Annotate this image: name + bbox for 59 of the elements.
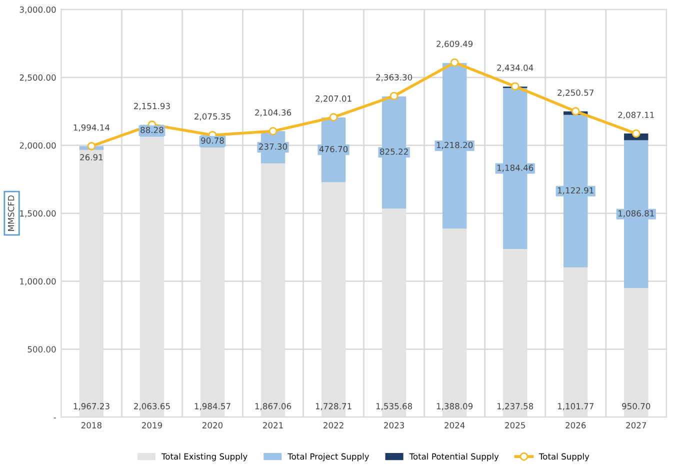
- data-label: 26.91: [80, 154, 103, 160]
- data-label: 1,535.68: [376, 403, 412, 410]
- data-label: 1,867.06: [255, 403, 292, 410]
- x-tick-label: 2019: [142, 422, 162, 428]
- point: [510, 82, 520, 91]
- point: [390, 92, 398, 100]
- x-tick-label: 2022: [324, 422, 344, 428]
- data-label: 2,250.57: [558, 90, 594, 97]
- data-label: 1,994.14: [74, 124, 110, 132]
- data-label: 2,609.49: [436, 40, 473, 48]
- legend-label: Total Potential Supply: [409, 453, 499, 462]
- data-label: 950.70: [622, 403, 650, 410]
- data-label: 1,984.57: [194, 403, 230, 410]
- x-tick-label: 2023: [384, 422, 404, 428]
- point: [329, 113, 338, 122]
- point: [450, 58, 459, 67]
- data-label: 2,151.93: [134, 102, 170, 110]
- x-tick-label: 2024: [444, 422, 465, 428]
- x-tick-label: 2020: [202, 422, 223, 428]
- data-label: 237.30: [259, 143, 288, 150]
- y-tick-label: 3,000.00: [20, 6, 56, 14]
- data-label: 476.70: [319, 146, 348, 152]
- y-tick-label: 2,000.00: [20, 142, 56, 150]
- data-label: 1,101.77: [558, 403, 594, 410]
- legend-label: Total Existing Supply: [161, 453, 248, 462]
- y-axis-title: MMSCFD: [8, 195, 14, 231]
- data-label: 1,237.58: [497, 403, 534, 410]
- point: [87, 142, 96, 150]
- data-label: 1,388.09: [436, 403, 473, 410]
- data-label: 1,728.71: [316, 403, 352, 410]
- data-label: 88.28: [140, 126, 164, 134]
- data-label: 2,104.36: [255, 109, 292, 117]
- x-tick-label: 2027: [626, 422, 646, 428]
- y-tick-label: 2,500.00: [20, 74, 56, 82]
- data-label: 2,207.01: [316, 95, 352, 103]
- legend-label: Total Supply: [538, 453, 590, 462]
- data-label: 1,967.23: [74, 403, 110, 410]
- x-tick-label: 2021: [263, 422, 283, 428]
- y-tick-label: 500.00: [28, 346, 56, 352]
- data-label: 1,086.81: [618, 210, 654, 218]
- x-tick-label: 2026: [566, 422, 586, 428]
- y-tick-label: 1,500.00: [20, 210, 56, 218]
- point: [632, 129, 640, 138]
- point: [268, 127, 278, 136]
- data-label: 825.22: [380, 148, 408, 155]
- data-label: 2,363.30: [376, 74, 412, 82]
- legend-label: Total Project Supply: [288, 453, 370, 462]
- point: [571, 107, 580, 116]
- y-tick-label: 1,000.00: [20, 278, 56, 286]
- x-tick-label: 2018: [81, 422, 102, 428]
- data-label: 90.78: [201, 137, 224, 144]
- data-label: 1,122.91: [558, 187, 594, 194]
- data-label: 2,063.65: [134, 403, 170, 410]
- data-label: 2,075.35: [194, 113, 230, 120]
- data-label: 2,087.11: [618, 112, 654, 119]
- data-label: 1,184.46: [497, 164, 534, 172]
- data-label: 1,218.20: [436, 142, 473, 150]
- x-tick-label: 2025: [505, 422, 525, 428]
- data-label: 2,434.04: [497, 64, 534, 72]
